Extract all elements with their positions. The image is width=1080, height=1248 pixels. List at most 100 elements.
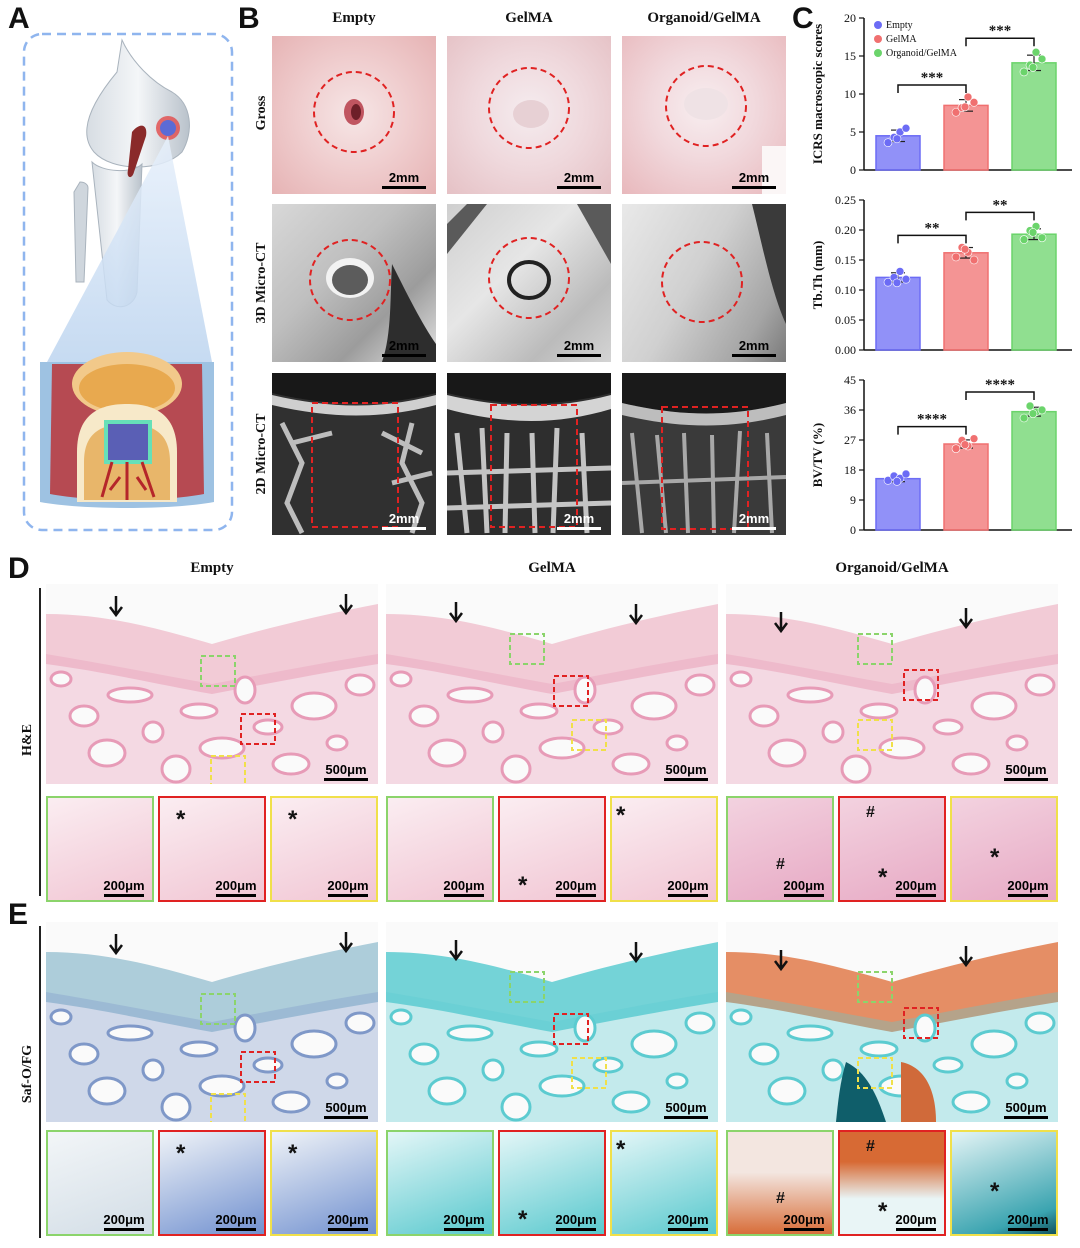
data-point	[1037, 54, 1047, 64]
scale-label: 200μm	[327, 878, 369, 893]
y-tick-label: 36	[844, 403, 856, 417]
safo-inset-red-empty: 200μm *	[158, 1130, 266, 1236]
asterisk-marker: *	[878, 864, 888, 891]
scale-label: 2mm	[388, 338, 420, 353]
data-point	[883, 277, 893, 287]
data-point	[960, 102, 970, 112]
asterisk-marker: *	[990, 844, 1000, 871]
data-point	[1037, 405, 1047, 415]
data-point	[1019, 413, 1029, 423]
micro-ct-2d-organoid-gelma: 2mm	[622, 373, 786, 535]
data-point	[1031, 47, 1041, 57]
data-point	[1028, 409, 1038, 418]
column-title-empty-d: Empty	[190, 560, 234, 576]
data-point	[960, 244, 970, 254]
knee-joint-schematic	[22, 32, 234, 532]
panel-label-d: D	[8, 552, 30, 585]
scale-label: 200μm	[443, 1212, 485, 1227]
legend-marker	[874, 49, 882, 57]
micro-ct-2d-empty: 2mm	[272, 373, 436, 535]
scale-label: 2mm	[563, 170, 595, 185]
row-label-he: H&E	[20, 724, 35, 756]
scale-label: 200μm	[103, 878, 145, 893]
y-tick-label: 0	[850, 163, 856, 177]
safo-inset-red-organoid-gelma: 200μm # *	[838, 1130, 946, 1236]
hash-marker: #	[866, 804, 875, 821]
scale-label: 200μm	[667, 878, 709, 893]
y-tick-label: 5	[850, 125, 856, 139]
asterisk-marker: *	[878, 1198, 888, 1225]
column-title-gelma-d: GelMA	[528, 560, 576, 576]
he-inset-green-organoid-gelma: 200μm #	[726, 796, 834, 902]
data-point	[963, 92, 973, 102]
he-inset-green-empty: 200μm	[46, 796, 154, 902]
y-tick-label: 0.20	[835, 223, 856, 237]
significance-bracket	[965, 37, 1035, 47]
scale-label: 500μm	[325, 762, 367, 777]
bar	[943, 104, 989, 171]
panel-label-c: C	[792, 2, 814, 35]
scale-label: 200μm	[1007, 878, 1049, 893]
safo-inset-yellow-organoid-gelma: 200μm *	[950, 1130, 1058, 1236]
column-title-organoid-gelma-d: Organoid/GelMA	[835, 560, 949, 576]
bracket-e	[39, 926, 41, 1238]
data-point	[1028, 63, 1038, 72]
he-inset-red-gelma: 200μm *	[498, 796, 606, 902]
he-inset-red-empty: 200μm *	[158, 796, 266, 902]
safo-inset-green-gelma: 200μm	[386, 1130, 494, 1236]
scale-label: 2mm	[738, 338, 770, 353]
row-label-3d-micro-ct: 3D Micro-CT	[254, 242, 269, 324]
legend-label: Organoid/GelMA	[886, 48, 958, 59]
scale-label: 2mm	[563, 338, 595, 353]
scale-label: 2mm	[738, 511, 770, 526]
bar	[943, 443, 989, 531]
scale-label: 200μm	[103, 1212, 145, 1227]
asterisk-marker: *	[176, 806, 186, 833]
significance-bracket	[965, 391, 1035, 400]
asterisk-marker: *	[288, 806, 298, 833]
safo-main-organoid-gelma: 500μm	[726, 922, 1058, 1122]
scale-label: 200μm	[443, 878, 485, 893]
y-tick-label: 20	[844, 11, 856, 25]
y-tick-label: 0.25	[835, 193, 856, 207]
y-tick-label: 15	[844, 49, 856, 63]
significance-bracket	[965, 211, 1035, 221]
scale-label: 200μm	[783, 1212, 825, 1227]
scale-label: 200μm	[783, 878, 825, 893]
y-tick-label: 27	[844, 433, 856, 447]
y-axis-label: Tb.Th (mm)	[810, 241, 825, 310]
data-point	[960, 440, 970, 449]
he-main-gelma: 500μm	[386, 584, 718, 784]
asterisk-marker: *	[616, 1136, 626, 1163]
data-point	[951, 107, 961, 117]
scale-label: 500μm	[325, 1100, 367, 1115]
bar	[1011, 62, 1057, 171]
data-point	[951, 252, 961, 262]
significance-bracket	[897, 234, 967, 244]
row-label-2d-micro-ct: 2D Micro-CT	[254, 413, 269, 495]
significance-label: ***	[921, 70, 944, 86]
he-inset-yellow-gelma: 200μm *	[610, 796, 718, 902]
bracket-d	[39, 588, 41, 896]
micro-ct-3d-organoid-gelma: 2mm	[622, 204, 786, 362]
y-tick-label: 10	[844, 87, 856, 101]
asterisk-marker: *	[990, 1178, 1000, 1205]
he-inset-yellow-empty: 200μm *	[270, 796, 378, 902]
row-label-saf-o-fg: Saf-O/FG	[20, 1044, 35, 1104]
data-point	[901, 469, 911, 479]
asterisk-marker: *	[176, 1140, 186, 1167]
y-tick-label: 9	[850, 493, 856, 507]
bar	[943, 252, 989, 351]
hash-marker: #	[866, 1138, 875, 1155]
scale-label: 500μm	[1005, 762, 1047, 777]
data-point	[1025, 401, 1035, 411]
panel-label-e: E	[8, 898, 29, 931]
scale-label: 200μm	[895, 1212, 937, 1227]
data-point	[969, 255, 979, 265]
panel-label-a: A	[8, 2, 30, 35]
data-point	[969, 434, 979, 443]
significance-label: ***	[989, 23, 1012, 39]
data-point	[892, 278, 902, 288]
scale-label: 2mm	[563, 511, 595, 526]
data-point	[951, 444, 961, 453]
